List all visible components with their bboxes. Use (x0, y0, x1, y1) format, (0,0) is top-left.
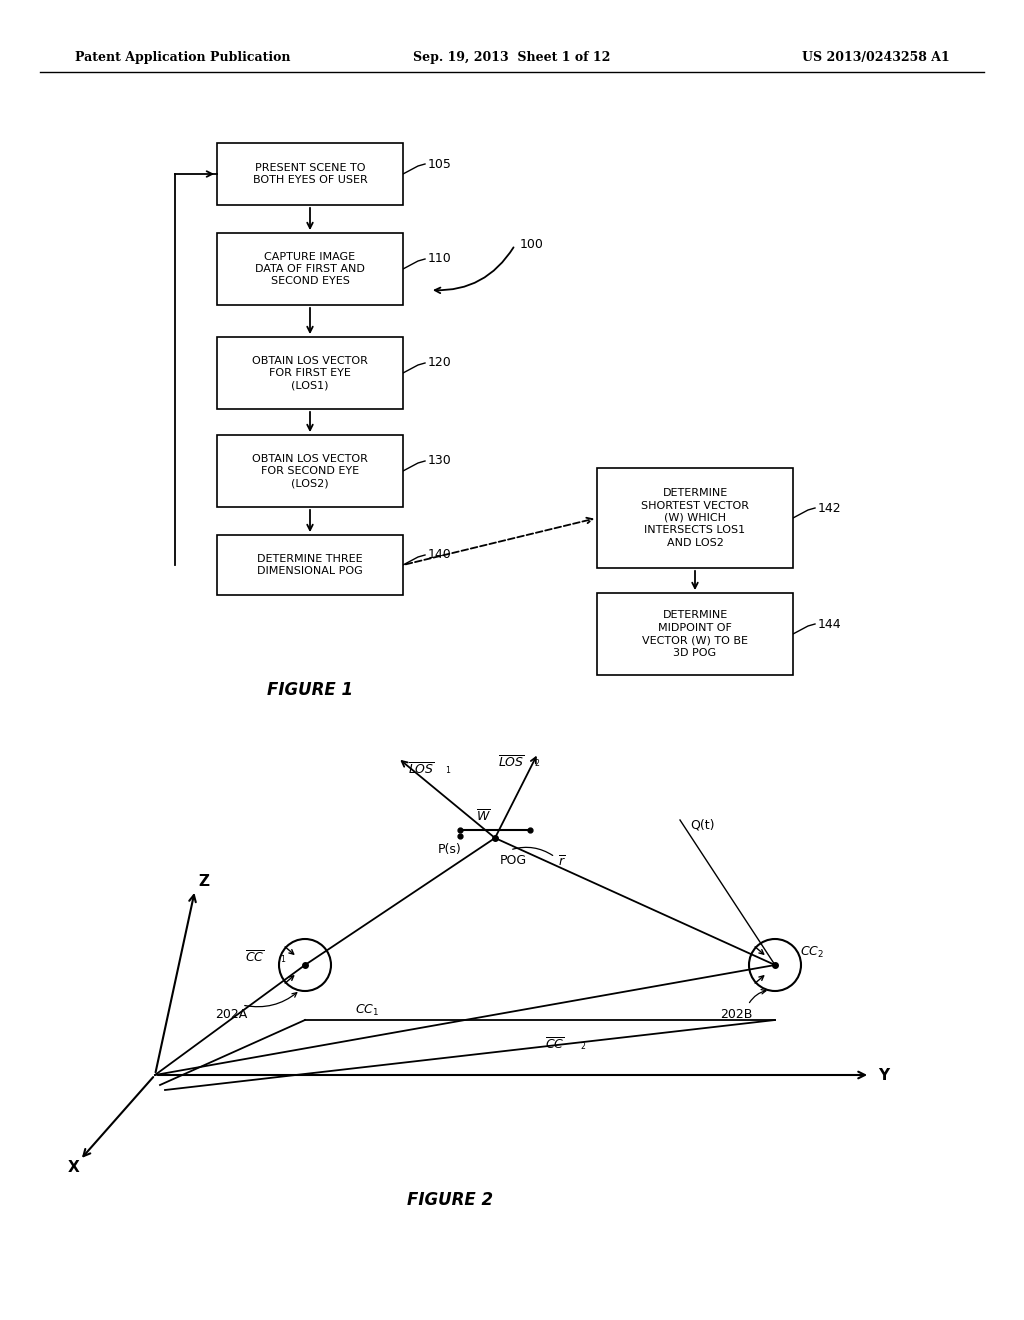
Text: X: X (68, 1160, 80, 1176)
Text: $_1$: $_1$ (280, 954, 287, 966)
Text: 120: 120 (428, 356, 452, 370)
Text: US 2013/0243258 A1: US 2013/0243258 A1 (802, 51, 950, 65)
Bar (597, 593, 793, 675)
Text: FIGURE 2: FIGURE 2 (407, 1191, 494, 1209)
Text: 142: 142 (818, 502, 842, 515)
Text: 140: 140 (428, 549, 452, 561)
Text: FIGURE 1: FIGURE 1 (267, 681, 353, 700)
Text: $\overline{LOS}$: $\overline{LOS}$ (408, 762, 435, 777)
Text: $\overline{LOS}$: $\overline{LOS}$ (498, 755, 524, 771)
Bar (597, 469, 793, 568)
Text: $_2$: $_2$ (534, 758, 541, 770)
Text: $_1$: $_1$ (445, 764, 452, 777)
Text: DETERMINE
MIDPOINT OF
VECTOR (W) TO BE
3D POG: DETERMINE MIDPOINT OF VECTOR (W) TO BE 3… (642, 610, 748, 657)
Text: 110: 110 (428, 252, 452, 265)
Bar (217, 535, 403, 595)
Text: $CC_2$: $CC_2$ (800, 944, 824, 960)
Text: 202A: 202A (215, 1008, 247, 1022)
Text: 105: 105 (428, 157, 452, 170)
Text: Y: Y (878, 1068, 889, 1082)
Text: 100: 100 (520, 239, 544, 252)
Text: CAPTURE IMAGE
DATA OF FIRST AND
SECOND EYES: CAPTURE IMAGE DATA OF FIRST AND SECOND E… (255, 252, 365, 286)
Text: DETERMINE THREE
DIMENSIONAL POG: DETERMINE THREE DIMENSIONAL POG (257, 554, 362, 577)
Text: $_2$: $_2$ (580, 1040, 587, 1053)
Bar (217, 337, 403, 409)
Text: POG: POG (500, 854, 527, 866)
Text: Q(t): Q(t) (690, 818, 715, 832)
Text: P(s): P(s) (438, 843, 462, 857)
Text: Z: Z (198, 874, 209, 890)
Text: $CC_1$: $CC_1$ (355, 1002, 379, 1018)
Text: OBTAIN LOS VECTOR
FOR FIRST EYE
(LOS1): OBTAIN LOS VECTOR FOR FIRST EYE (LOS1) (252, 355, 368, 391)
Text: 202B: 202B (720, 1008, 753, 1022)
Text: OBTAIN LOS VECTOR
FOR SECOND EYE
(LOS2): OBTAIN LOS VECTOR FOR SECOND EYE (LOS2) (252, 454, 368, 488)
Text: PRESENT SCENE TO
BOTH EYES OF USER: PRESENT SCENE TO BOTH EYES OF USER (253, 162, 368, 185)
Text: DETERMINE
SHORTEST VECTOR
(W) WHICH
INTERSECTS LOS1
AND LOS2: DETERMINE SHORTEST VECTOR (W) WHICH INTE… (641, 488, 749, 548)
Text: 130: 130 (428, 454, 452, 467)
Text: $\overline{CC}$: $\overline{CC}$ (245, 950, 264, 966)
Bar (217, 436, 403, 507)
Text: Patent Application Publication: Patent Application Publication (75, 51, 291, 65)
Text: $\overline{CC}$: $\overline{CC}$ (545, 1038, 564, 1053)
Text: 144: 144 (818, 618, 842, 631)
Bar (217, 234, 403, 305)
Text: Sep. 19, 2013  Sheet 1 of 12: Sep. 19, 2013 Sheet 1 of 12 (414, 51, 610, 65)
Text: $\overline{r}$: $\overline{r}$ (558, 855, 566, 870)
Text: $\overline{W}$: $\overline{W}$ (476, 809, 490, 825)
Bar (217, 143, 403, 205)
